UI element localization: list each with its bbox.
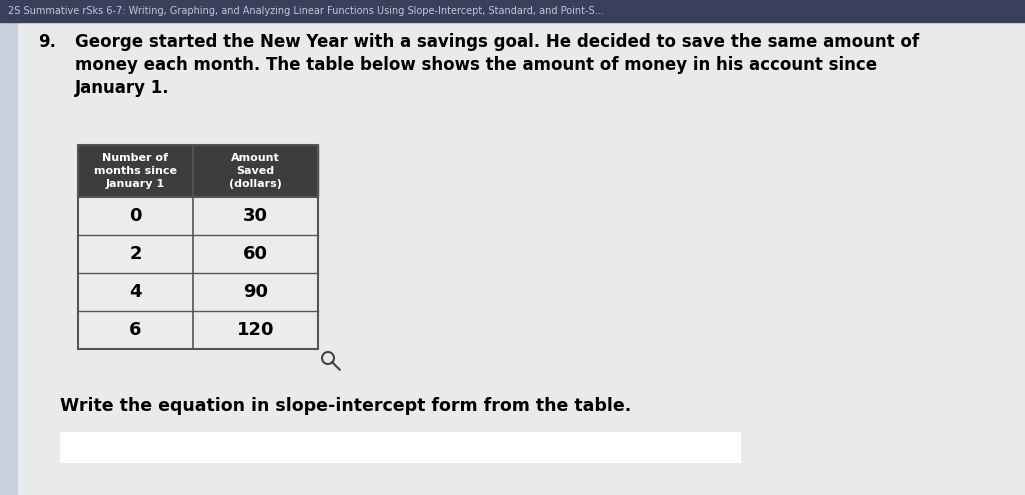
Text: months since: months since bbox=[94, 166, 177, 176]
Text: January 1.: January 1. bbox=[75, 79, 169, 97]
Text: 90: 90 bbox=[243, 283, 268, 301]
Bar bbox=[78, 273, 318, 311]
Text: George started the New Year with a savings goal. He decided to save the same amo: George started the New Year with a savin… bbox=[75, 33, 919, 51]
Bar bbox=[60, 432, 740, 462]
Text: money each month. The table below shows the amount of money in his account since: money each month. The table below shows … bbox=[75, 56, 877, 74]
Text: 2S Summative rSks 6-7: Writing, Graphing, and Analyzing Linear Functions Using S: 2S Summative rSks 6-7: Writing, Graphing… bbox=[8, 6, 604, 16]
Text: Number of: Number of bbox=[102, 153, 168, 163]
Text: (dollars): (dollars) bbox=[229, 179, 282, 189]
Text: 30: 30 bbox=[243, 207, 268, 225]
Bar bbox=[78, 145, 318, 197]
Text: Write the equation in slope-intercept form from the table.: Write the equation in slope-intercept fo… bbox=[60, 397, 631, 415]
Text: 9.: 9. bbox=[38, 33, 56, 51]
Text: 6: 6 bbox=[129, 321, 141, 339]
Text: 120: 120 bbox=[237, 321, 275, 339]
Bar bbox=[78, 235, 318, 273]
Text: 60: 60 bbox=[243, 245, 268, 263]
Text: 0: 0 bbox=[129, 207, 141, 225]
Text: Saved: Saved bbox=[237, 166, 275, 176]
Text: January 1: January 1 bbox=[106, 179, 165, 189]
Bar bbox=[78, 311, 318, 349]
Bar bbox=[78, 145, 318, 349]
Bar bbox=[0, 0, 1025, 22]
Bar bbox=[78, 197, 318, 235]
Text: Amount: Amount bbox=[231, 153, 280, 163]
Text: 2: 2 bbox=[129, 245, 141, 263]
Text: 4: 4 bbox=[129, 283, 141, 301]
